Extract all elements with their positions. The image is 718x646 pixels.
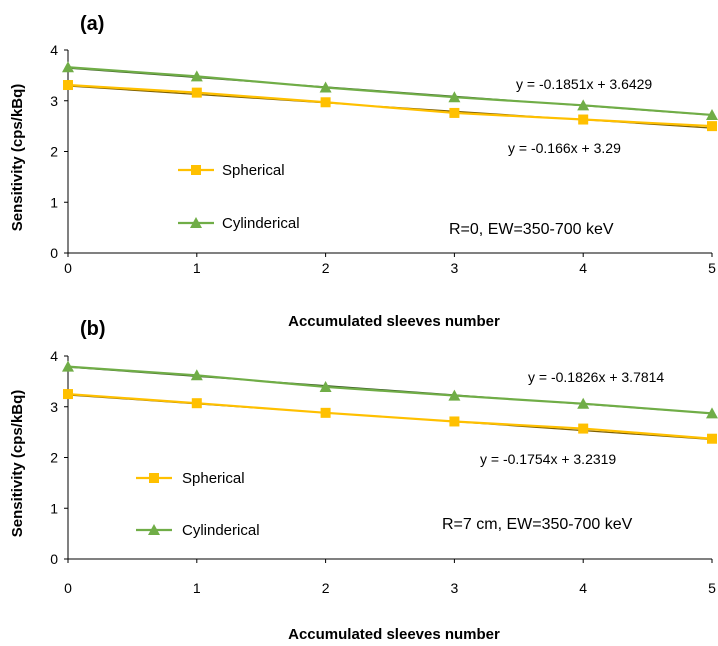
data-point [63, 389, 73, 400]
trendline-equation: y = -0.166x + 3.29 [508, 140, 621, 156]
condition-annotation: R=7 cm, EW=350-700 keV [442, 516, 633, 533]
x-tick-label: 1 [193, 580, 201, 596]
legend-marker [190, 217, 202, 228]
legend-label: Spherical [222, 162, 285, 179]
x-axis-title: Accumulated sleeves number [288, 313, 500, 330]
chart-panel-a: (a) 0 1 2 3 4 0 1 2 3 4 5 Accumulated sleeves number… [9, 13, 718, 330]
legend-item-spherical: Spherical [178, 162, 285, 179]
y-tick-label: 1 [50, 194, 58, 210]
x-tick-label: 3 [451, 580, 459, 596]
x-tick-label: 0 [64, 580, 72, 596]
y-tick-label: 1 [50, 500, 58, 516]
legend-marker [191, 165, 201, 175]
data-point [190, 70, 203, 82]
y-tick-label: 2 [50, 144, 58, 160]
y-axis-title: Sensitivity (cps/kBq) [9, 390, 26, 538]
data-point [577, 397, 590, 409]
y-tick-label: 4 [50, 348, 58, 364]
y-tick-label: 3 [50, 93, 58, 109]
x-tick-label: 2 [322, 580, 330, 596]
chart-panel-b: (b) 0 1 2 3 4 0 1 2 3 4 5 Accumulated sleeves number… [9, 318, 718, 643]
panel-label: (a) [80, 13, 104, 35]
data-point [191, 87, 202, 98]
data-point [706, 407, 718, 419]
x-tick-label: 1 [193, 260, 201, 276]
data-point [448, 389, 461, 401]
series-line [67, 365, 713, 415]
panel-label: (b) [80, 318, 106, 340]
x-tick-label: 5 [708, 580, 716, 596]
data-point [577, 99, 590, 111]
series-line [67, 66, 713, 117]
y-tick-label: 2 [50, 450, 58, 466]
legend-marker [148, 524, 160, 535]
series-spherical: y = -0.1754x + 3.2319 [63, 389, 717, 467]
series-spherical: y = -0.166x + 3.29 [63, 80, 717, 156]
data-point [707, 433, 717, 444]
data-point [63, 80, 73, 91]
x-tick-label: 5 [708, 260, 716, 276]
series-line [67, 392, 713, 440]
trendline-equation: y = -0.1851x + 3.6429 [516, 76, 652, 92]
legend-label: Cylinderical [182, 522, 260, 539]
y-axis-title: Sensitivity (cps/kBq) [9, 84, 26, 232]
trendline-equation: y = -0.1826x + 3.7814 [528, 369, 664, 385]
data-point [578, 423, 589, 434]
data-point [191, 398, 202, 409]
data-point [62, 61, 74, 73]
x-tick-label: 4 [579, 580, 587, 596]
condition-annotation: R=0, EW=350-700 keV [449, 221, 614, 238]
data-point [319, 81, 332, 93]
legend-label: Spherical [182, 470, 245, 487]
legend-marker [149, 473, 159, 483]
x-tick-label: 2 [322, 260, 330, 276]
data-point [449, 107, 460, 118]
series-line [67, 83, 713, 128]
y-tick-label: 0 [50, 245, 58, 261]
legend-label: Cylinderical [222, 215, 300, 232]
x-axis-title: Accumulated sleeves number [288, 626, 500, 643]
data-point [449, 416, 460, 427]
series-cylinderical: y = -0.1851x + 3.6429 [62, 61, 718, 120]
legend-item-cylinderical: Cylinderical [136, 522, 260, 539]
data-point [190, 369, 203, 381]
y-tick-label: 3 [50, 399, 58, 415]
x-tick-label: 0 [64, 260, 72, 276]
x-tick-label: 3 [451, 260, 459, 276]
data-point [320, 97, 331, 108]
data-point [707, 121, 717, 132]
data-point [448, 91, 461, 103]
y-tick-label: 0 [50, 551, 58, 567]
series-cylinderical: y = -0.1826x + 3.7814 [62, 360, 718, 419]
data-point [319, 380, 332, 392]
data-point [706, 108, 718, 120]
data-point [578, 114, 589, 125]
y-tick-label: 4 [50, 42, 58, 58]
data-point [62, 360, 74, 372]
legend-item-spherical: Spherical [136, 470, 245, 487]
legend-item-cylinderical: Cylinderical [178, 215, 300, 232]
trendline-equation: y = -0.1754x + 3.2319 [480, 451, 616, 467]
data-point [320, 407, 331, 418]
x-tick-label: 4 [579, 260, 587, 276]
